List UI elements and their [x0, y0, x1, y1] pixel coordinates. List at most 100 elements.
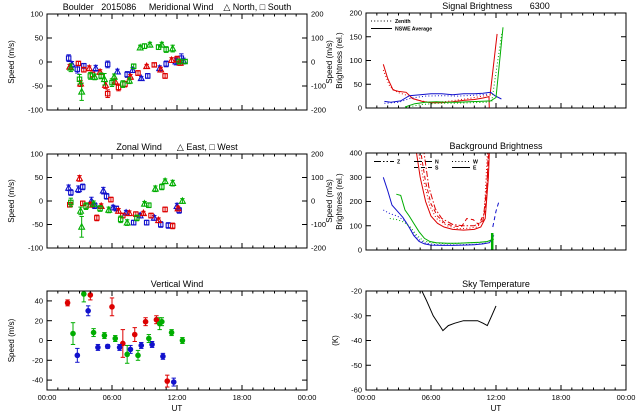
data-point: [68, 189, 74, 196]
panel-title: Zonal Wind △ East, □ West: [116, 142, 238, 152]
legend-label: E: [473, 166, 477, 172]
y-tick-label: -40: [351, 336, 362, 345]
data-point: [163, 60, 169, 68]
series-bg-green-1: [396, 193, 494, 244]
data-point: [170, 377, 177, 387]
y-tick-label: 300: [349, 173, 362, 182]
data-point: [67, 63, 75, 73]
y-right-tick-label: 200: [311, 10, 324, 19]
legend-label: W: [473, 160, 478, 166]
y-tick-label: 0: [39, 197, 43, 206]
data-point: [164, 374, 171, 388]
series-bg-blue-dusk: [492, 200, 500, 228]
panel-data-sky-temperature: [421, 291, 497, 332]
data-point: [127, 344, 134, 354]
x-tick-label: 06:00: [103, 393, 122, 402]
y-right-axis-title: Speed (m/s): [325, 179, 334, 223]
panel-data-zonal-wind: [64, 174, 187, 238]
x-tick-label: 00:00: [298, 393, 317, 402]
panel-vertical-wind: 00:00 06:00 12:00 18:00 00:00 UT 40 20 0 -20 -40 Sp…: [7, 279, 316, 413]
data-point: [130, 63, 137, 70]
y-right-axis-title: Speed (m/s): [325, 40, 334, 84]
data-point: [139, 208, 148, 217]
data-point: [65, 54, 72, 63]
y-tick-label: 200: [349, 9, 362, 18]
y-tick-label: 40: [35, 297, 43, 306]
panel-sky-temperature: 00:00 06:00 12:00 18:00 00:00 UT -20 -30 -40 -50 -…: [331, 279, 635, 413]
data-point: [159, 183, 165, 191]
y-tick-label: 150: [349, 32, 362, 41]
data-point: [128, 65, 137, 74]
y-tick-label: 20: [35, 316, 43, 325]
series-zenith-green: [406, 31, 503, 108]
y-tick-label: -30: [351, 311, 362, 320]
data-point: [167, 55, 176, 63]
data-point: [108, 196, 114, 203]
series-zenith-blue: [384, 93, 489, 104]
data-point: [75, 174, 84, 182]
data-point: [125, 208, 134, 217]
data-point: [151, 184, 160, 193]
series-zenith-red: [382, 69, 489, 103]
data-point: [149, 340, 155, 348]
data-point: [76, 73, 83, 85]
data-point: [109, 203, 117, 211]
plot-frame: [365, 290, 627, 391]
y-axis-title: Speed (m/s): [7, 40, 16, 84]
data-point: [80, 183, 86, 191]
y-axis-title: (K): [331, 335, 340, 346]
data-point: [100, 73, 109, 86]
data-point: [134, 214, 140, 222]
data-point: [174, 204, 182, 212]
data-point: [81, 66, 87, 73]
data-point: [137, 74, 146, 82]
data-point: [123, 218, 131, 226]
data-point: [64, 299, 71, 307]
panel-title: Vertical Wind: [151, 279, 204, 289]
data-point: [76, 206, 85, 216]
series-sky-temp: [421, 291, 497, 332]
data-point: [89, 199, 98, 208]
y-right-tick-label: 0: [311, 58, 315, 67]
data-point: [83, 202, 89, 210]
y-tick-label: -20: [351, 287, 362, 296]
legend-label: S: [435, 166, 439, 172]
data-point: [109, 297, 115, 317]
panel-title: Background Brightness: [449, 141, 543, 151]
series-nswe-average-blue: [384, 91, 502, 103]
data-point: [104, 89, 111, 99]
y-right-tick-label: -100: [311, 82, 326, 91]
data-point: [124, 344, 130, 364]
data-point: [160, 352, 166, 360]
y-right-tick-label: -200: [311, 106, 326, 115]
data-point: [70, 322, 76, 345]
data-point: [114, 206, 123, 214]
data-point: [159, 317, 165, 327]
legend-background-brightness: Z NS WE: [374, 160, 478, 172]
data-point: [140, 199, 149, 207]
data-point: [85, 305, 91, 317]
data-point: [74, 64, 81, 74]
data-point: [168, 44, 177, 53]
series-bg-green-2: [389, 218, 486, 244]
data-point: [176, 58, 185, 66]
y-axis-title: Speed (m/s): [7, 179, 16, 223]
y-axis-title: Brightness (rel.): [335, 173, 344, 230]
data-point: [176, 58, 182, 65]
y-right-tick-label: 100: [311, 34, 324, 43]
data-point: [151, 62, 158, 68]
series-bg-red-n: [420, 153, 490, 228]
y-tick-label: 50: [354, 80, 362, 89]
data-point: [77, 216, 86, 238]
data-point: [161, 176, 169, 185]
series-bg-red-w: [418, 153, 488, 230]
data-point: [162, 206, 168, 213]
data-point: [179, 337, 186, 344]
series-bg-blue-1: [382, 177, 495, 246]
y-tick-label: 0: [358, 104, 362, 113]
y-tick-label: 100: [30, 150, 43, 159]
data-point: [113, 67, 122, 75]
y-tick-label: -40: [32, 376, 43, 385]
y-tick-label: -20: [32, 356, 43, 365]
series-bg-red-z: [423, 153, 489, 227]
